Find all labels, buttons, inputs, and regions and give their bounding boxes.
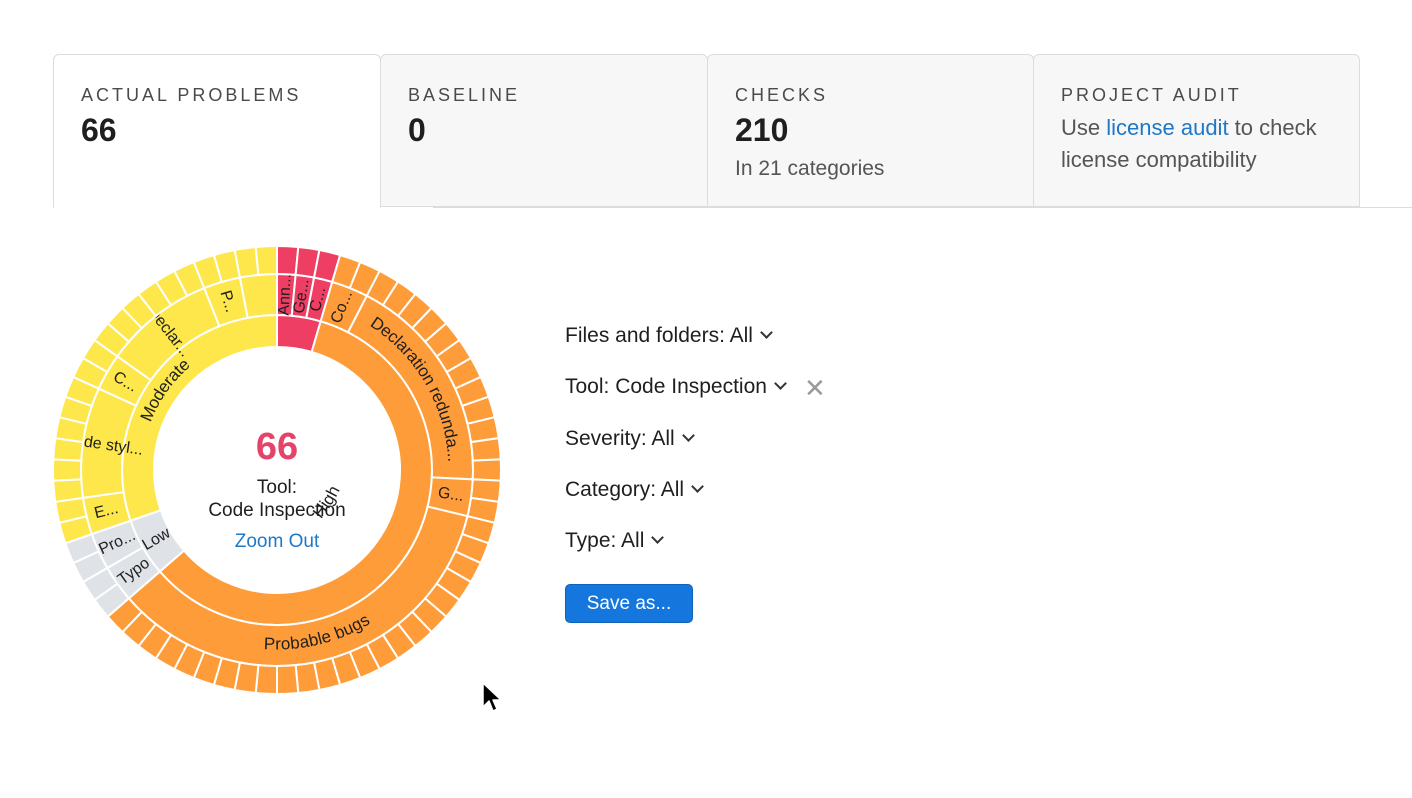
- filter-label: Severity: All: [565, 427, 675, 450]
- filter-label: Category: All: [565, 478, 685, 501]
- files-and-folders-filter[interactable]: Files and folders: All: [565, 324, 773, 348]
- tab-baseline[interactable]: BASELINE 0: [380, 54, 708, 207]
- chevron-down-icon: [760, 326, 773, 339]
- mouse-cursor-icon: [482, 682, 502, 712]
- category-label-2: C...: [307, 285, 329, 313]
- filter-label: Tool: Code Inspection: [565, 375, 767, 398]
- chevron-down-icon: [691, 480, 704, 493]
- clear-tool-filter-close-icon[interactable]: ✕: [804, 373, 826, 403]
- chevron-down-icon: [681, 429, 695, 442]
- filter-label: Files and folders: All: [565, 324, 753, 347]
- category-filter[interactable]: Category: All: [565, 478, 704, 502]
- tab-audit-text: Use license audit to check license compa…: [1061, 112, 1351, 176]
- category-segment-14[interactable]: [238, 272, 278, 319]
- tab-actual-problems[interactable]: ACTUAL PROBLEMS 66: [53, 54, 381, 208]
- chevron-down-icon: [651, 531, 665, 544]
- center-tool-label: Tool:: [256, 477, 298, 498]
- tab-value: 210: [735, 112, 789, 148]
- tab-project-audit[interactable]: PROJECT AUDIT Use license audit to check…: [1033, 54, 1360, 207]
- tab-title: CHECKS: [735, 85, 829, 105]
- chevron-down-icon: [774, 377, 787, 390]
- center-problem-count: 66: [255, 426, 299, 468]
- problem-segment-15[interactable]: [469, 436, 502, 462]
- tab-subtitle: In 21 categories: [735, 157, 885, 180]
- problems-sunburst-chart: High Low Moderate Ann... Ge... C... Co... Decla…: [0, 220, 560, 720]
- tab-value: 66: [81, 112, 117, 148]
- problem-segment-65[interactable]: [254, 244, 278, 276]
- category-label-0: Ann...: [276, 273, 295, 316]
- save-as-button[interactable]: Save as...: [565, 584, 693, 623]
- filter-label: Type: All: [565, 529, 645, 552]
- license-audit-link[interactable]: license audit: [1106, 115, 1229, 140]
- tab-value: 0: [408, 112, 426, 148]
- problem-segment-16[interactable]: [471, 458, 502, 482]
- tab-title: BASELINE: [408, 85, 521, 105]
- category-label-13: P...: [217, 289, 240, 315]
- problem-segment-32[interactable]: [276, 664, 300, 696]
- problem-segment-49[interactable]: [52, 458, 83, 482]
- category-label-9: E...: [93, 500, 120, 522]
- category-label-1: Ge...: [291, 278, 313, 315]
- problem-segment-48[interactable]: [52, 478, 85, 504]
- center-tool-name: Code Inspection: [208, 500, 346, 521]
- tab-checks[interactable]: CHECKS 210 In 21 categories: [707, 54, 1034, 207]
- audit-text-after: to check license compatibility: [1061, 115, 1317, 172]
- problem-segment-64[interactable]: [233, 245, 260, 279]
- category-label-5: G...: [437, 484, 465, 505]
- tabs-baseline-divider: [433, 207, 1412, 208]
- summary-tabs: ACTUAL PROBLEMS 66 BASELINE 0 CHECKS 210…: [53, 54, 1412, 208]
- type-filter[interactable]: Type: All: [565, 529, 665, 553]
- audit-text-before: Use: [1061, 115, 1107, 140]
- problem-segment-31[interactable]: [294, 661, 321, 695]
- severity-filter[interactable]: Severity: All: [565, 427, 695, 451]
- zoom-out-link[interactable]: Zoom Out: [234, 531, 320, 552]
- tab-title: PROJECT AUDIT: [1061, 85, 1242, 105]
- tool-filter[interactable]: Tool: Code Inspection: [565, 375, 787, 399]
- tab-title: ACTUAL PROBLEMS: [81, 85, 302, 105]
